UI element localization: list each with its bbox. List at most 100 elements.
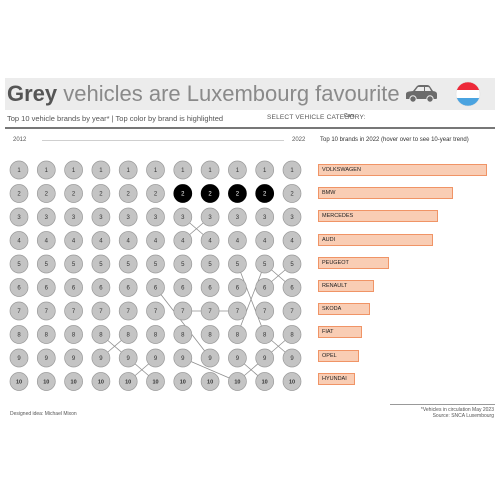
rank-circle-2017-6[interactable]: [146, 278, 165, 297]
rank-circle-2022-1[interactable]: [282, 160, 302, 180]
rank-circle-2013-3[interactable]: [36, 207, 56, 227]
rank-circle-2016-9[interactable]: [118, 348, 138, 368]
rank-circle-2016-8[interactable]: [118, 325, 138, 344]
bar-skoda[interactable]: [318, 303, 371, 316]
rank-circle-2015-4[interactable]: [91, 231, 111, 250]
rank-circle-2020-8[interactable]: [228, 325, 247, 344]
rank-circle-2017-9[interactable]: [146, 348, 165, 368]
rank-circle-2015-1[interactable]: [91, 160, 111, 180]
rank-circle-2018-10[interactable]: [173, 372, 193, 391]
bar-renault[interactable]: [318, 280, 374, 292]
rank-circle-2020-9[interactable]: [228, 348, 247, 368]
rank-circle-2022-6[interactable]: [282, 278, 302, 297]
rank-circle-2016-10[interactable]: [118, 372, 138, 391]
rank-circle-2021-10[interactable]: [255, 372, 275, 391]
rank-circle-2020-1[interactable]: [228, 160, 247, 180]
rank-circle-2013-4[interactable]: [36, 231, 56, 250]
rank-circle-2012-1[interactable]: [9, 160, 29, 180]
rank-circle-2012-4[interactable]: [9, 231, 29, 250]
rank-circle-2013-7[interactable]: [36, 301, 56, 321]
rank-circle-2022-7[interactable]: [282, 301, 302, 321]
vehicle-category-select[interactable]: Cars: [344, 113, 355, 119]
rank-circle-2022-10[interactable]: [282, 372, 302, 391]
rank-circle-2022-5[interactable]: [282, 254, 302, 274]
rank-circle-2020-6[interactable]: [228, 278, 247, 297]
rank-circle-2019-5[interactable]: [200, 254, 220, 274]
rank-circle-2019-3[interactable]: [200, 207, 220, 227]
rank-circle-2014-8[interactable]: [64, 325, 83, 344]
rank-circle-2020-5[interactable]: [228, 254, 247, 274]
rank-circle-2018-7[interactable]: [173, 301, 193, 321]
rank-circle-2017-5[interactable]: [146, 254, 165, 274]
rank-circle-2013-9[interactable]: [36, 348, 56, 368]
rank-circle-2022-3[interactable]: [282, 207, 302, 227]
bar-bmw[interactable]: [318, 187, 454, 200]
rank-circle-2019-4[interactable]: [200, 231, 220, 250]
rank-circle-2018-6[interactable]: [173, 278, 193, 297]
rank-circle-2015-5[interactable]: [91, 254, 111, 274]
rank-circle-2018-5[interactable]: [173, 254, 193, 274]
rank-circle-2018-8[interactable]: [173, 325, 193, 344]
rank-circle-2014-6[interactable]: [64, 278, 83, 297]
rank-circle-2014-9[interactable]: [64, 348, 83, 368]
rank-circle-2015-2[interactable]: [91, 184, 111, 203]
rank-circle-2015-7[interactable]: [91, 301, 111, 321]
rank-circle-2013-10[interactable]: [36, 372, 56, 391]
rank-circle-2019-1[interactable]: [200, 160, 220, 180]
rank-circle-2012-5[interactable]: [9, 254, 29, 274]
rank-circle-2014-10[interactable]: [64, 372, 83, 391]
rank-circle-2020-10[interactable]: [228, 372, 247, 391]
rank-circle-2016-5[interactable]: [118, 254, 138, 274]
rank-circle-2022-9[interactable]: [282, 348, 302, 368]
bar-hyundai[interactable]: [318, 372, 356, 385]
rank-circle-2013-8[interactable]: [36, 325, 56, 344]
bar-fiat[interactable]: [318, 326, 362, 339]
rank-circle-2021-6[interactable]: [255, 278, 275, 297]
rank-circle-2022-4[interactable]: [282, 231, 302, 250]
rank-circle-2016-2[interactable]: [118, 184, 138, 203]
rank-circle-2021-8[interactable]: [255, 325, 275, 344]
rank-circle-2017-2[interactable]: [146, 184, 165, 203]
rank-circle-2021-4[interactable]: [255, 231, 275, 250]
rank-circle-2017-10[interactable]: [146, 372, 165, 391]
rank-circle-2012-6[interactable]: [9, 278, 29, 297]
rank-circle-2013-6[interactable]: [36, 278, 56, 297]
rank-circle-2021-2[interactable]: [255, 184, 275, 203]
rank-circle-2022-8[interactable]: [282, 325, 302, 344]
bar-volkswagen[interactable]: [318, 164, 487, 176]
rank-circle-2019-7[interactable]: [200, 301, 220, 321]
rank-circle-2021-5[interactable]: [255, 254, 275, 274]
rank-circle-2013-5[interactable]: [36, 254, 56, 274]
rank-circle-2013-2[interactable]: [36, 184, 56, 203]
rank-circle-2017-4[interactable]: [146, 231, 165, 250]
rank-circle-2021-9[interactable]: [255, 348, 275, 368]
rank-circle-2021-1[interactable]: [255, 160, 275, 180]
rank-circle-2013-1[interactable]: [36, 160, 56, 180]
rank-circle-2018-1[interactable]: [173, 160, 193, 180]
rank-circle-2014-2[interactable]: [64, 184, 83, 203]
rank-circle-2015-10[interactable]: [91, 372, 111, 391]
rank-circle-2014-5[interactable]: [64, 254, 83, 274]
rank-circle-2014-7[interactable]: [64, 301, 83, 321]
rank-circle-2014-1[interactable]: [64, 160, 83, 180]
rank-circle-2019-2[interactable]: [200, 184, 220, 203]
rank-circle-2020-4[interactable]: [228, 231, 247, 250]
rank-circle-2020-2[interactable]: [228, 184, 247, 203]
rank-circle-2019-8[interactable]: [200, 325, 220, 344]
bar-mercedes[interactable]: [318, 210, 438, 223]
rank-circle-2016-1[interactable]: [118, 160, 138, 180]
rank-circle-2016-6[interactable]: [118, 278, 138, 297]
rank-circle-2018-2[interactable]: [173, 184, 193, 203]
rank-circle-2016-4[interactable]: [118, 231, 138, 250]
rank-circle-2019-9[interactable]: [200, 348, 220, 368]
rank-circle-2018-3[interactable]: [173, 207, 193, 227]
rank-circle-2018-4[interactable]: [173, 231, 193, 250]
rank-circle-2014-4[interactable]: [64, 231, 83, 250]
rank-circle-2015-6[interactable]: [91, 278, 111, 297]
bar-peugeot[interactable]: [318, 256, 389, 269]
rank-circle-2015-3[interactable]: [91, 207, 111, 227]
rank-circle-2012-10[interactable]: [9, 372, 29, 391]
bar-audi[interactable]: [318, 233, 433, 246]
rank-circle-2012-2[interactable]: [9, 184, 29, 203]
